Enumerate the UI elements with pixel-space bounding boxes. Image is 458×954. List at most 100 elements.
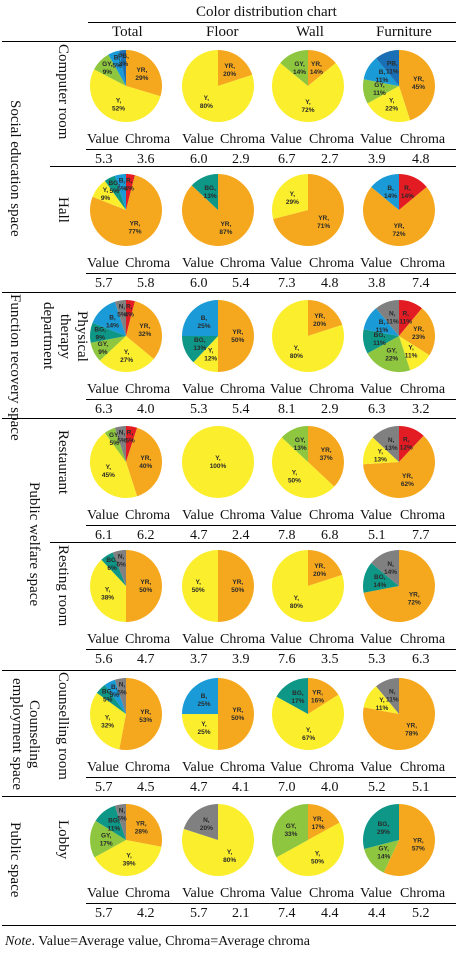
pie-slice-label: BG, 13% (204, 185, 217, 200)
pie-slice-label: GY, 17% (100, 832, 113, 847)
pie-slice-bg (182, 336, 218, 363)
pie-slice-label: GY, 13% (294, 437, 307, 452)
value-label: Value (182, 132, 214, 147)
group-rule (2, 670, 456, 671)
chroma-label: Chroma (309, 132, 355, 147)
stats-rule (86, 149, 456, 150)
chart-title: Color distribution chart (196, 4, 337, 20)
footnote: Note. Value=Average value, Chroma=Averag… (5, 934, 310, 950)
pie-slice-r (126, 174, 135, 210)
pie-slice-label: R, 5% (125, 429, 135, 444)
chroma-label: Chroma (400, 508, 446, 523)
pie-slice-label: GY, 14% (377, 846, 390, 861)
chroma-label: Chroma (220, 632, 266, 647)
pie-slice-label: GY, 22% (385, 347, 398, 362)
pie-slice-yr (308, 678, 339, 714)
stats-rule (86, 649, 456, 650)
pie-slice-label: Y, 50% (288, 469, 301, 484)
pie-slice-r (399, 426, 424, 462)
group-rule (2, 292, 456, 293)
pie-slice-bg (96, 684, 126, 714)
pie-slice-label: R, 11% (399, 310, 412, 325)
pie-slice-b (182, 678, 218, 714)
pie-slice-label: Y, 100% (210, 455, 227, 470)
pie-slice-y (90, 432, 138, 498)
pie-chart-physical-therapy-department-total: R, 4%YR, 32% Y, 27% GY, 9%BG, 9%B, 14%N, 5% (90, 300, 162, 372)
pie-slice-label: B, 5% (117, 177, 127, 192)
value-label: Value (182, 632, 214, 647)
average-chroma: 5.2 (412, 906, 430, 921)
pie-slice-r (399, 174, 427, 210)
value-label: Value (270, 508, 302, 523)
average-chroma: 4.4 (321, 906, 339, 921)
pie-slice-label: Y, 45% (102, 464, 115, 479)
chroma-label: Chroma (400, 886, 446, 901)
chroma-label: Chroma (125, 632, 171, 647)
pie-slice-label: N, 5% (117, 303, 127, 318)
pie-chart-lobby-wall: YR, 17% Y, 50% GY, 33% (272, 804, 344, 876)
pie-slice-label: Y, 72% (301, 99, 314, 114)
chroma-label: Chroma (309, 760, 355, 775)
footnote-prefix: Note (5, 934, 32, 949)
pie-slice-label: YR, 50% (231, 707, 244, 722)
pie-slice-label: BG, 5% (108, 180, 120, 195)
pie-slice-label: R, 4% (125, 177, 135, 192)
pie-slice-label: GY, 9% (98, 341, 109, 356)
pie-slice-gy (281, 426, 308, 462)
pie-slice-gy (272, 804, 308, 858)
pie-slice-b (114, 174, 126, 210)
average-value: 3.8 (368, 276, 386, 291)
pie-chart-restaurant-total: R, 5% YR, 40% Y, 45% GY, 5%N, 5% (90, 426, 162, 498)
pie-slice-yr (218, 678, 254, 750)
pie-slice-y (182, 50, 254, 123)
pie-chart-lobby-floor: Y, 80% N, 20% (182, 804, 254, 876)
average-value: 5.3 (190, 402, 208, 417)
pie-chart-counselling-room-floor: YR, 50% Y, 25% B, 25% (182, 678, 254, 750)
pie-slice-pb (376, 50, 399, 86)
pie-slice-label: YR, 78% (405, 722, 418, 737)
room-label-hall: Hall (55, 197, 71, 223)
pie-slice-label: BG, 14% (373, 574, 386, 589)
average-chroma: 2.9 (321, 402, 339, 417)
pie-slice-gy (364, 840, 399, 873)
pie-chart-physical-therapy-department-wall: YR, 20% Y, 80% (272, 300, 344, 372)
pie-chart-resting-room-total: YR, 50% Y, 38% BG, 6%N, 6% (90, 550, 162, 622)
pie-slice-n (114, 804, 126, 840)
pie-slice-label: Y, 11% (405, 345, 418, 360)
pie-slice-label: B, 5% (112, 55, 122, 70)
pie-slice-pb (119, 50, 126, 86)
chroma-label: Chroma (309, 382, 355, 397)
value-label: Value (182, 256, 214, 271)
chroma-label: Chroma (125, 256, 171, 271)
pie-slice-r (399, 300, 422, 336)
pie-slice-label: N, 11% (386, 310, 399, 325)
pie-slice-label: GY, 14% (293, 61, 306, 76)
pie-slice-y (276, 822, 344, 876)
pie-slice-label: YR, 20% (313, 563, 326, 578)
pie-slice-n (372, 426, 399, 462)
pie-slice-gy (367, 336, 411, 372)
pie-chart-computer-room-wall: YR, 14% Y, 72% GY, 14% (272, 50, 344, 122)
pie-slice-label: Y, 38% (101, 586, 114, 601)
average-value: 6.3 (95, 402, 113, 417)
pie-slice-y (89, 69, 161, 123)
pie-slice-y (94, 840, 162, 876)
chroma-label: Chroma (309, 256, 355, 271)
average-chroma: 3.5 (321, 652, 339, 667)
pie-slice-gy (363, 79, 399, 104)
average-value: 4.4 (368, 906, 386, 921)
stats-rule (86, 525, 456, 526)
pie-slice-label: Y, 80% (200, 95, 213, 110)
average-chroma: 5.1 (412, 780, 430, 795)
pie-slice-y (272, 437, 335, 498)
value-label: Value (182, 382, 214, 397)
pie-slice-yr (308, 804, 340, 840)
pie-slice-n (112, 550, 126, 586)
group-label-counseling-employment-space: Counseling employment space (9, 677, 42, 791)
value-label: Value (270, 632, 302, 647)
pie-slice-label: YR, 32% (138, 323, 151, 338)
average-chroma: 2.9 (232, 152, 250, 167)
pie-slice-label: YR, 20% (223, 63, 236, 78)
pie-slice-label: PB, 3% (118, 53, 129, 68)
pie-slice-label: YR, 20% (313, 313, 326, 328)
